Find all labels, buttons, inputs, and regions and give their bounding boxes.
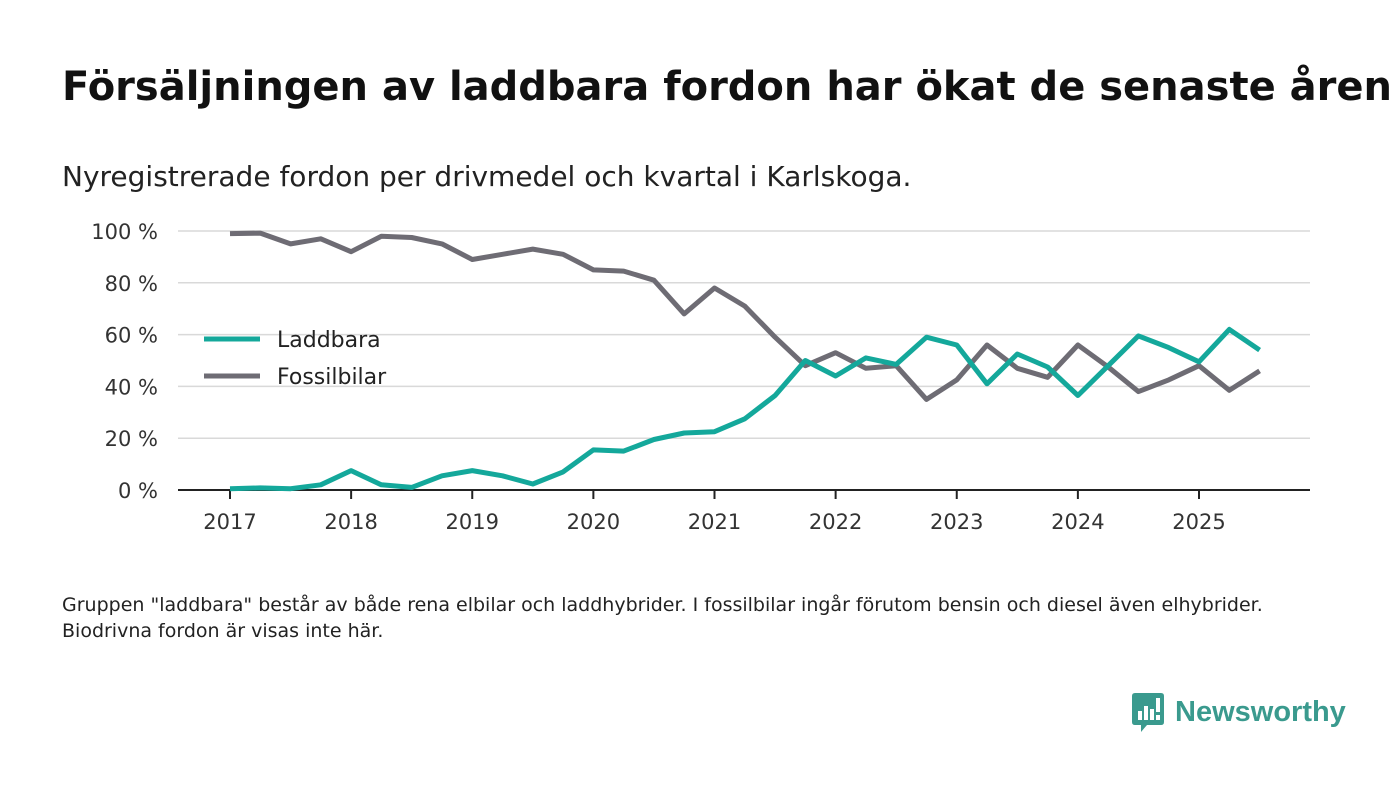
line-chart: 0 % 20 % 40 % 60 % 80 % 100 % 2017 2018 2019 202… [91, 220, 1310, 534]
y-tick-label: 40 % [105, 375, 158, 399]
y-axis-ticks: 0 % 20 % 40 % 60 % 80 % 100 % [91, 220, 158, 503]
gridlines [178, 230, 1310, 491]
data-series [229, 230, 1262, 492]
newsworthy-logo-icon [1132, 693, 1164, 732]
y-tick-label: 20 % [105, 427, 158, 451]
x-tick-label: 2024 [1051, 510, 1104, 534]
brand-name: Newsworthy [1175, 695, 1346, 728]
y-tick-label: 80 % [105, 272, 158, 296]
x-tick-label: 2023 [930, 510, 983, 534]
legend-item-laddbara: Laddbara [204, 328, 381, 353]
y-tick-label: 0 % [118, 479, 158, 503]
legend-label-fossilbilar: Fossilbilar [277, 365, 387, 390]
x-tick-label: 2017 [203, 510, 256, 534]
x-tick-label: 2018 [324, 510, 377, 534]
legend-item-fossilbilar: Fossilbilar [204, 365, 387, 390]
x-tick-label: 2021 [688, 510, 741, 534]
footnote: Gruppen "laddbara" består av både rena e… [62, 594, 1263, 642]
chart-title: Försäljningen av laddbara fordon har öka… [62, 64, 1392, 110]
chart-subtitle: Nyregistrerade fordon per drivmedel och … [62, 160, 912, 193]
legend-label-laddbara: Laddbara [277, 328, 381, 353]
x-axis-ticks: 2017 2018 2019 2020 2021 2022 2023 2024 2025 [203, 490, 1226, 534]
x-tick-label: 2020 [567, 510, 620, 534]
legend: Laddbara Fossilbilar [204, 328, 387, 390]
series-line-laddbara [229, 326, 1262, 492]
x-tick-label: 2022 [809, 510, 862, 534]
series-line-fossilbilar [229, 230, 1261, 402]
y-tick-label: 60 % [105, 324, 158, 348]
x-tick-label: 2019 [446, 510, 499, 534]
y-tick-label: 100 % [91, 220, 158, 244]
brand-logo[interactable]: Newsworthy [1131, 690, 1346, 734]
x-tick-label: 2025 [1172, 510, 1225, 534]
